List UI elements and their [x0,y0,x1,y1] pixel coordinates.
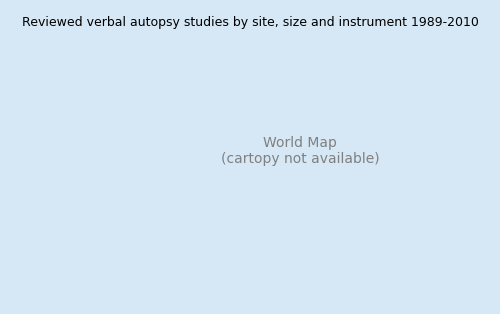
Text: Reviewed verbal autopsy studies by site, size and instrument 1989-2010: Reviewed verbal autopsy studies by site,… [22,16,478,29]
Text: World Map
(cartopy not available): World Map (cartopy not available) [220,136,380,166]
